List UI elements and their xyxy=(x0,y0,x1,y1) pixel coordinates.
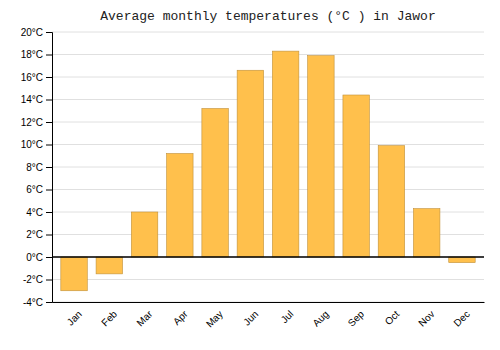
grid-line xyxy=(52,77,484,78)
tick-label: 10°C xyxy=(21,139,43,150)
chart: -4°C -2°C 0°C 2°C 4°C 6°C 8°C 10°C 12°C 14°C 16°C 1… xyxy=(0,0,500,350)
tick-mark xyxy=(46,55,52,56)
tick: Feb xyxy=(99,308,119,328)
tick-label: 8°C xyxy=(26,162,43,173)
bar xyxy=(449,257,475,263)
tick-mark xyxy=(46,122,52,123)
bar xyxy=(131,212,157,257)
grid-line xyxy=(52,302,484,303)
tick: 12°C xyxy=(21,117,52,128)
tick: -2°C xyxy=(23,274,52,285)
tick-label: Jun xyxy=(241,308,260,327)
tick: Jul xyxy=(279,308,296,325)
tick: 2°C xyxy=(26,229,52,240)
bar xyxy=(167,154,193,258)
tick: 4°C xyxy=(26,207,52,218)
tick: 6°C xyxy=(26,184,52,195)
grid-line xyxy=(52,167,484,168)
tick-label: 4°C xyxy=(26,207,43,218)
tick-label: -2°C xyxy=(23,274,43,285)
tick: Oct xyxy=(383,308,402,327)
tick: May xyxy=(204,308,225,329)
grid-line xyxy=(52,32,484,33)
title: Average monthly temperatures (°C ) in Ja… xyxy=(100,9,435,24)
bar xyxy=(413,209,439,257)
tick: 20°C xyxy=(21,27,52,38)
tick: -4°C xyxy=(23,297,52,308)
tick: Sep xyxy=(346,308,367,329)
tick-label: Nov xyxy=(416,308,436,328)
tick-label: Aug xyxy=(310,308,330,328)
tick: 0°C xyxy=(26,252,52,263)
tick-label: Oct xyxy=(383,308,402,327)
bar xyxy=(308,56,334,257)
zero-line xyxy=(52,256,484,258)
tick-label: Sep xyxy=(346,308,367,329)
tick-label: 20°C xyxy=(21,27,43,38)
grid-line xyxy=(52,122,484,123)
tick-label: -4°C xyxy=(23,297,43,308)
tick: Apr xyxy=(171,308,190,327)
grid-line xyxy=(52,279,484,280)
tick-mark xyxy=(46,257,52,258)
tick-mark xyxy=(46,145,52,146)
grid-line xyxy=(52,54,484,55)
plot: -4°C -2°C 0°C 2°C 4°C 6°C 8°C 10°C 12°C 14°C 16°C 1… xyxy=(21,27,485,330)
tick-label: 18°C xyxy=(21,49,43,60)
tick-mark xyxy=(46,190,52,191)
tick-mark xyxy=(46,212,52,213)
tick: Nov xyxy=(416,308,436,328)
bar xyxy=(61,257,87,291)
tick: Dec xyxy=(451,308,471,328)
tick-label: 14°C xyxy=(21,94,43,105)
tick-label: 2°C xyxy=(26,229,43,240)
grid-line xyxy=(52,99,484,100)
tick: Jan xyxy=(65,308,84,327)
axis-line xyxy=(53,302,485,303)
tick-mark xyxy=(46,235,52,236)
y-axis: -4°C -2°C 0°C 2°C 4°C 6°C 8°C 10°C 12°C 14°C 16°C 1… xyxy=(21,27,53,308)
tick: 16°C xyxy=(21,72,52,83)
bar xyxy=(272,51,298,257)
tick-label: Jul xyxy=(279,308,296,325)
tick: Aug xyxy=(310,308,330,328)
grid-line xyxy=(52,144,484,145)
bar xyxy=(202,109,228,258)
tick-mark xyxy=(46,280,52,281)
tick-mark xyxy=(46,77,52,78)
axis-line xyxy=(46,33,53,303)
tick-mark xyxy=(46,302,52,303)
bar xyxy=(343,95,369,257)
bar xyxy=(237,70,263,257)
tick: 18°C xyxy=(21,49,52,60)
grid-line xyxy=(52,257,484,258)
x-axis: Jan Feb Mar Apr May Jun Jul Aug Sep Oct Nov Dec xyxy=(53,303,485,330)
tick-label: Apr xyxy=(171,308,190,327)
tick-label: May xyxy=(204,308,225,329)
tick-label: 6°C xyxy=(26,184,43,195)
tick: 10°C xyxy=(21,139,52,150)
tick-label: Feb xyxy=(99,308,119,328)
tick: 14°C xyxy=(21,94,52,105)
tick-label: 12°C xyxy=(21,117,43,128)
tick: 8°C xyxy=(26,162,52,173)
tick-label: 0°C xyxy=(26,252,43,263)
tick-mark xyxy=(46,167,52,168)
tick-mark xyxy=(46,100,52,101)
tick-label: 16°C xyxy=(21,72,43,83)
tick: Jun xyxy=(241,308,260,327)
grid xyxy=(52,32,484,302)
tick-label: Mar xyxy=(135,308,155,328)
tick-mark xyxy=(46,32,52,33)
bar xyxy=(96,257,122,274)
grid-line xyxy=(52,189,484,190)
tick-label: Jan xyxy=(65,308,84,327)
tick-label: Dec xyxy=(451,308,471,328)
tick: Mar xyxy=(135,308,155,328)
marks xyxy=(52,51,484,291)
bar xyxy=(378,146,404,257)
